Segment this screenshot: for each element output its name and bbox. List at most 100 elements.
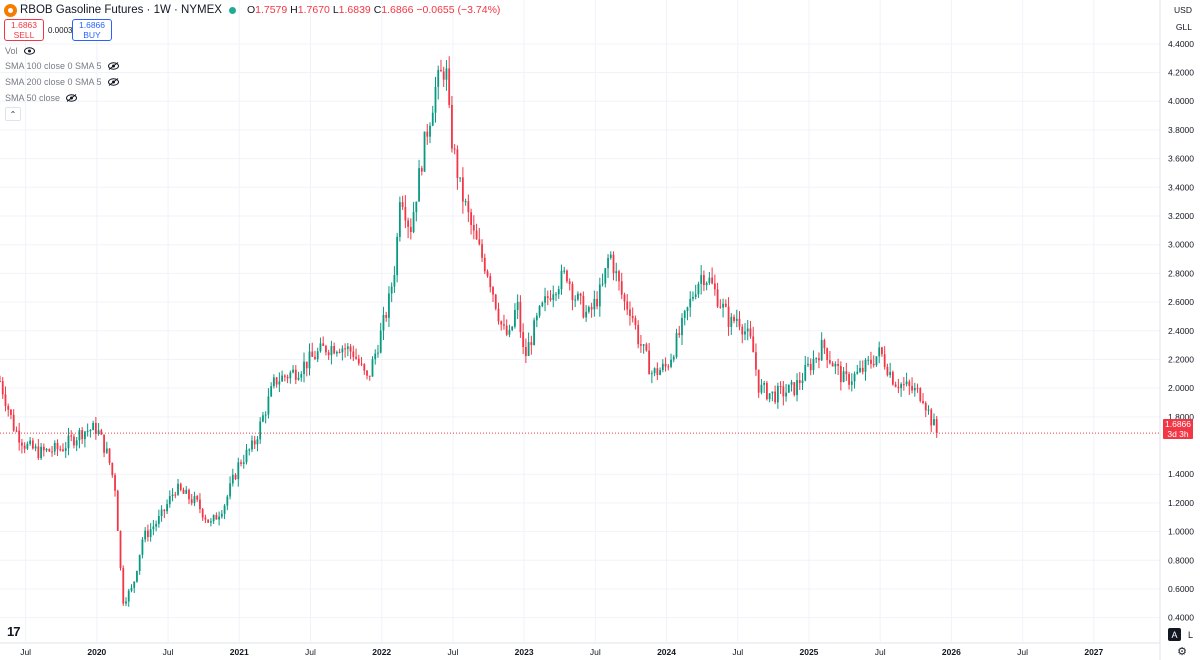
candle-body xyxy=(259,421,262,440)
symbol-logo-icon xyxy=(4,3,17,17)
candle-body xyxy=(245,449,248,463)
buy-button[interactable]: 1.6866 BUY xyxy=(72,19,112,41)
candle-body xyxy=(618,271,620,282)
candle-body xyxy=(122,568,125,604)
candle-body xyxy=(218,516,221,520)
tradingview-logo-icon[interactable]: 17 xyxy=(7,624,21,639)
candle-body xyxy=(434,86,437,113)
symbol-title[interactable]: RBOB Gasoline Futures · 1W · NYMEX xyxy=(20,4,222,16)
collapse-legend-button[interactable]: ⌃ xyxy=(5,107,21,121)
candle-body xyxy=(815,358,818,360)
candle-body xyxy=(390,286,393,294)
market-status-icon[interactable] xyxy=(228,6,236,14)
candle-body xyxy=(522,332,525,348)
candle-body xyxy=(127,590,130,602)
candle-body xyxy=(338,351,341,353)
indicator-sma-200[interactable]: SMA 200 close 0 SMA 5 xyxy=(5,76,119,88)
candle-body xyxy=(823,340,826,349)
candle-body xyxy=(870,359,872,364)
candle-body xyxy=(330,346,333,356)
eye-icon[interactable] xyxy=(107,78,119,86)
candle-body xyxy=(147,530,149,538)
candle-body xyxy=(393,275,396,287)
candle-body xyxy=(659,370,661,375)
candle-body xyxy=(467,201,470,213)
candle-body xyxy=(453,148,456,150)
candle-body xyxy=(911,385,913,391)
time-axis[interactable]: Jul 2020 Jul 2021 Jul 2022 Jul 2023 Jul 2024 Jul 20… xyxy=(0,642,1160,657)
candle-body xyxy=(716,289,719,307)
candle-body xyxy=(23,445,26,449)
eye-icon[interactable] xyxy=(66,94,78,102)
candle-body xyxy=(604,268,607,284)
y-tick-label: 3.4000 xyxy=(1168,182,1194,192)
candle-body xyxy=(727,306,730,327)
candle-body xyxy=(872,363,875,366)
log-scale-button[interactable]: L xyxy=(1187,629,1193,640)
candle-body xyxy=(220,513,223,517)
candle-body xyxy=(111,462,114,476)
candle-body xyxy=(190,499,193,504)
candle-body xyxy=(549,297,552,300)
candle-body xyxy=(470,212,472,225)
symbol-legend[interactable]: RBOB Gasoline Futures · 1W · NYMEX O1.75… xyxy=(4,3,500,17)
candle-body xyxy=(144,530,147,540)
indicator-sma-50[interactable]: SMA 50 close xyxy=(5,92,78,104)
candle-body xyxy=(426,131,429,137)
candle-body xyxy=(0,380,1,382)
candle-body xyxy=(629,309,631,316)
candle-body xyxy=(442,71,445,80)
candle-body xyxy=(412,212,415,233)
candle-body xyxy=(489,276,492,288)
candle-body xyxy=(935,419,938,434)
candle-body xyxy=(349,346,352,352)
candle-body xyxy=(692,296,694,299)
candle-body xyxy=(264,414,267,416)
x-tick-label: 2025 xyxy=(800,647,819,657)
x-tick-label: Jul xyxy=(875,647,886,657)
eye-icon[interactable] xyxy=(23,47,35,55)
candle-body xyxy=(174,494,177,496)
buy-label: BUY xyxy=(83,30,101,40)
candle-body xyxy=(483,257,486,272)
candle-body xyxy=(168,496,171,505)
gear-icon[interactable]: ⚙ xyxy=(1177,646,1187,658)
candle-body xyxy=(26,443,29,449)
indicator-sma-100[interactable]: SMA 100 close 0 SMA 5 xyxy=(5,60,119,72)
y-tick-label: 0.6000 xyxy=(1168,584,1194,594)
x-tick-label: 2027 xyxy=(1084,647,1103,657)
x-tick-label: 2020 xyxy=(87,647,106,657)
candle-body xyxy=(486,271,489,277)
candle-body xyxy=(267,396,270,415)
candle-body xyxy=(650,373,653,375)
candle-body xyxy=(875,356,878,366)
candle-body xyxy=(505,325,508,335)
candle-body xyxy=(809,363,812,371)
y-tick-label: 0.4000 xyxy=(1168,613,1194,623)
candle-body xyxy=(922,400,924,404)
candle-body xyxy=(853,373,856,382)
auto-scale-button[interactable]: A xyxy=(1168,628,1181,641)
candle-body xyxy=(138,554,141,572)
indicator-vol[interactable]: Vol xyxy=(5,45,35,57)
price-axis[interactable]: 4.4000 4.2000 4.0000 3.8000 3.6000 3.4000 3.20… xyxy=(1159,0,1194,660)
candle-body xyxy=(374,353,377,360)
eye-icon[interactable] xyxy=(107,62,119,70)
candle-body xyxy=(407,220,410,227)
x-tick-label: Jul xyxy=(20,647,31,657)
candle-body xyxy=(787,384,790,393)
candle-body xyxy=(527,342,530,356)
candle-body xyxy=(785,392,787,397)
candle-body xyxy=(703,275,705,286)
sell-button[interactable]: 1.6863 SELL xyxy=(4,19,44,41)
unit-selector[interactable]: GLL xyxy=(1175,22,1192,32)
candle-body xyxy=(694,294,697,297)
candle-body xyxy=(379,330,382,353)
candle-body xyxy=(930,409,933,426)
candle-body xyxy=(708,277,711,283)
candle-body xyxy=(278,381,281,385)
candle-body xyxy=(62,449,64,451)
candle-body xyxy=(919,388,922,401)
currency-selector[interactable]: USD xyxy=(1174,5,1192,15)
